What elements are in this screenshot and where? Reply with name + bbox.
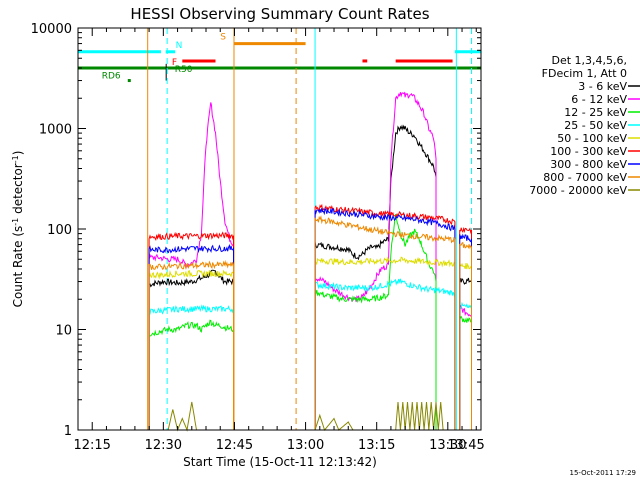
flag-label-s: S xyxy=(220,33,226,43)
x-tick-label: 12:30 xyxy=(145,438,182,453)
legend-entry-label: 800 - 7000 keV xyxy=(543,171,627,184)
flag-label-r50: R50 xyxy=(175,65,193,75)
ylabel-exp1: -1 xyxy=(11,218,20,226)
ylabel-exp2: -1 xyxy=(11,155,20,163)
legend-entry-label: 25 - 50 keV xyxy=(564,119,627,132)
series-line xyxy=(459,315,472,430)
series-line xyxy=(459,226,472,430)
x-axis-label: Start Time (15-Oct-11 12:13:42) xyxy=(183,455,377,469)
plot-frame xyxy=(77,27,482,431)
series-5 xyxy=(148,203,472,430)
flag-label-rd6: RD6 xyxy=(102,71,121,81)
y-tick-label: 10000 xyxy=(31,22,72,37)
legend-header-line-2: FDecim 1, Att 0 xyxy=(542,67,627,80)
y-tick-label: 10 xyxy=(55,324,72,339)
series-line xyxy=(314,215,456,430)
y-axis: 1 10 100 1000 10000 xyxy=(31,22,481,439)
series-line xyxy=(148,231,234,430)
series-0 xyxy=(148,124,472,430)
y-tick-label: 1000 xyxy=(39,123,72,138)
flag-label-n: N xyxy=(176,41,183,51)
ylabel-main: Count Rate (s xyxy=(11,226,25,308)
legend-entry-label: 300 - 800 keV xyxy=(550,158,627,171)
series-line xyxy=(148,319,234,430)
series-line xyxy=(459,233,472,430)
legend-entry-label: 6 - 12 keV xyxy=(571,93,627,106)
series-line xyxy=(148,259,234,430)
series-3 xyxy=(148,278,472,430)
legend-entry-label: 50 - 100 keV xyxy=(557,132,627,145)
legend-entry-label: 12 - 25 keV xyxy=(564,106,627,119)
series-line xyxy=(314,206,456,430)
x-tick-label: 13:45 xyxy=(447,438,484,453)
series-line xyxy=(314,256,456,430)
y-axis-label: Count Rate (s-1 detector-1) xyxy=(11,151,26,308)
series-line xyxy=(314,214,437,430)
legend-entry-label: 100 - 300 keV xyxy=(550,145,627,158)
series-4 xyxy=(148,256,472,430)
series-line xyxy=(314,278,456,430)
x-tick-label: 12:15 xyxy=(73,438,110,453)
legend-entry-label: 7000 - 20000 keV xyxy=(529,184,627,197)
x-tick-label: 13:15 xyxy=(358,438,395,453)
series-line xyxy=(314,124,437,430)
series-line xyxy=(459,304,472,430)
series-line xyxy=(314,91,437,430)
series-6 xyxy=(148,206,472,430)
series-lines xyxy=(148,91,472,432)
legend: Det 1,3,4,5,6, FDecim 1, Att 0 3 - 6 keV… xyxy=(529,54,640,197)
series-2 xyxy=(148,214,472,430)
x-tick-label: 13:00 xyxy=(287,438,324,453)
y-tick-label: 1 xyxy=(64,424,72,439)
series-line xyxy=(148,304,234,430)
chart-title: HESSI Observing Summary Count Rates xyxy=(130,5,429,23)
y-tick-label: 100 xyxy=(47,223,72,238)
legend-header-line-1: Det 1,3,4,5,6, xyxy=(551,54,627,67)
series-line xyxy=(459,277,472,430)
series-line xyxy=(459,301,472,430)
series-line xyxy=(314,413,354,432)
rd6-marker xyxy=(127,79,131,83)
legend-entry-label: 3 - 6 keV xyxy=(578,80,627,93)
series-line xyxy=(459,241,472,430)
x-tick-label: 13:30 xyxy=(429,438,466,453)
series-line xyxy=(148,243,234,430)
series-line xyxy=(148,269,234,430)
event-vertical-lines xyxy=(77,28,473,430)
series-line xyxy=(167,401,197,432)
flag-label-f: F xyxy=(172,58,177,68)
ylabel-end: ) xyxy=(11,151,25,156)
footer-timestamp: 15-Oct-2011 17:29 xyxy=(570,469,636,477)
series-7 xyxy=(148,215,472,430)
x-tick-label: 12:45 xyxy=(216,438,253,453)
series-line xyxy=(459,262,472,430)
ylabel-mid: detector xyxy=(11,163,25,218)
